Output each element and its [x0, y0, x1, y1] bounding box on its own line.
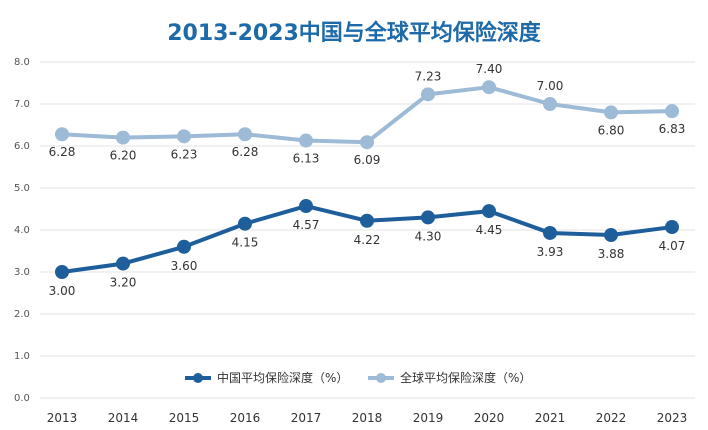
data-label: 4.30: [415, 229, 442, 243]
data-point: [482, 80, 496, 95]
data-point: [360, 213, 374, 228]
data-point: [543, 97, 557, 111]
x-tick-label: 2022: [596, 411, 627, 425]
data-label: 6.80: [598, 123, 625, 137]
data-label: 6.28: [232, 145, 259, 159]
y-tick-label: 7.0: [14, 99, 30, 110]
y-tick-label: 6.0: [14, 141, 30, 152]
legend-item: 全球平均保险深度（%）: [368, 370, 531, 385]
x-tick-label: 2017: [291, 411, 322, 425]
data-label: 7.23: [415, 69, 442, 83]
data-point: [543, 225, 557, 240]
legend-label: 中国平均保险深度（%）: [217, 370, 348, 385]
data-point: [421, 210, 435, 225]
data-label: 6.23: [171, 147, 198, 161]
legend-label: 全球平均保险深度（%）: [400, 370, 531, 385]
data-label: 3.88: [598, 247, 625, 261]
data-point: [299, 199, 313, 214]
legend: 中国平均保险深度（%） 全球平均保险深度（%）: [185, 370, 531, 385]
data-label: 4.07: [659, 239, 686, 253]
x-tick-label: 2020: [474, 411, 505, 425]
legend-swatch-marker: [376, 373, 386, 383]
y-tick-label: 1.0: [14, 351, 30, 362]
data-label: 3.60: [171, 259, 198, 273]
y-tick-label: 4.0: [14, 225, 30, 236]
x-tick-label: 2015: [169, 411, 200, 425]
data-label: 3.00: [49, 284, 76, 298]
data-point: [55, 265, 69, 279]
series-china: [55, 199, 679, 279]
x-tick-label: 2019: [413, 411, 444, 425]
series-global: [55, 80, 679, 150]
y-tick-label: 8.0: [14, 57, 30, 68]
x-tick-label: 2023: [657, 411, 688, 425]
data-label: 7.00: [537, 79, 564, 93]
data-point: [116, 130, 130, 145]
data-point: [116, 256, 130, 271]
data-point: [55, 127, 69, 142]
data-point: [360, 135, 374, 150]
data-point: [604, 228, 618, 243]
chart-title: 2013-2023中国与全球平均保险深度: [167, 20, 542, 46]
data-point: [665, 220, 679, 235]
data-label: 6.20: [110, 149, 137, 163]
legend-swatch-marker: [193, 373, 203, 383]
x-axis-ticks: 2013 2014 2015 2016 2017 2018 2019 2020 2021 2022…: [47, 411, 688, 425]
data-label: 6.28: [49, 145, 76, 159]
x-tick-label: 2021: [535, 411, 566, 425]
y-tick-label: 5.0: [14, 183, 30, 194]
x-tick-label: 2014: [108, 411, 139, 425]
data-point: [238, 216, 252, 231]
data-label: 4.22: [354, 233, 381, 247]
data-point: [604, 105, 618, 120]
data-label: 4.57: [293, 218, 320, 232]
data-point: [421, 87, 435, 102]
x-tick-label: 2016: [230, 411, 261, 425]
grid: [40, 61, 695, 399]
data-label: 4.15: [232, 236, 259, 250]
y-tick-label: 3.0: [14, 267, 30, 278]
data-label: 7.40: [476, 62, 503, 76]
data-label: 4.45: [476, 223, 503, 237]
data-label: 6.13: [293, 152, 320, 166]
data-label: 6.83: [659, 122, 686, 136]
y-tick-label: 2.0: [14, 309, 30, 320]
y-tick-label: 0.0: [14, 393, 30, 404]
data-point: [482, 204, 496, 219]
data-point: [177, 129, 191, 144]
data-label: 3.93: [537, 245, 564, 259]
data-point: [177, 239, 191, 254]
data-point: [299, 133, 313, 148]
data-point: [238, 127, 252, 142]
legend-item: 中国平均保险深度（%）: [185, 370, 348, 385]
series-group: 3.00 3.20 3.60 4.15 4.57 4.22 4.30 4.45 3.93 3.88…: [49, 62, 686, 298]
data-label: 6.09: [354, 153, 381, 167]
series-line: [60, 85, 674, 145]
x-tick-label: 2013: [47, 411, 78, 425]
x-tick-label: 2018: [352, 411, 383, 425]
y-axis-ticks: 0.0 1.0 2.0 3.0 4.0 5.0 6.0 7.0 8.0: [14, 57, 30, 404]
data-point: [665, 104, 679, 119]
data-label: 3.20: [110, 276, 137, 290]
